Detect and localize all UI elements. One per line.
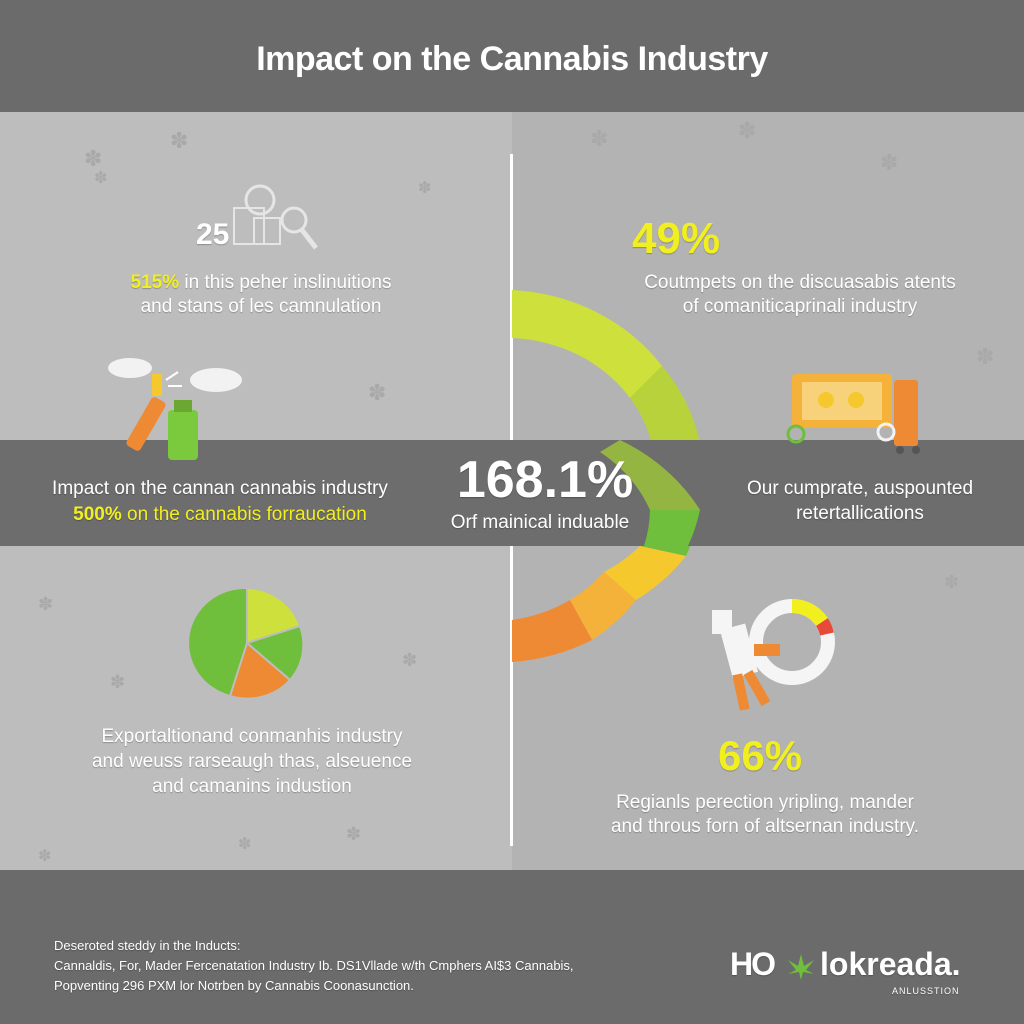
- cannabis-leaf-icon: ✽: [170, 128, 189, 153]
- cannabis-leaf-icon: ✽: [402, 650, 418, 670]
- cannabis-leaf-icon: ✽: [238, 836, 252, 853]
- cannabis-leaf-logo-icon: [788, 954, 814, 980]
- factory-machine-icon: [786, 374, 920, 454]
- cannabis-leaf-icon: ✽: [368, 380, 387, 405]
- cannabis-leaf-icon: ✽: [94, 170, 108, 187]
- center-divider-bottom: [510, 546, 513, 846]
- top-left-line2: and stans of les camnulation: [140, 296, 382, 317]
- logo-subtext: ANLUSSTION: [892, 986, 960, 996]
- top-left-number: 25: [196, 218, 230, 251]
- cannabis-leaf-icon: ✽: [418, 180, 432, 197]
- cannabis-leaf-icon: ✽: [880, 150, 899, 175]
- cannabis-leaf-icon: ✽: [590, 126, 609, 151]
- arc-segment-band-green: [644, 510, 700, 546]
- cannabis-leaf-icon: ✽: [346, 824, 362, 844]
- band-right-line1: Our cumprate, auspounted: [746, 478, 974, 499]
- arc-segment-lime: [512, 290, 662, 398]
- top-left-highlight: 515%: [130, 272, 180, 293]
- bottom-left-line3: and camanins industion: [152, 776, 352, 797]
- center-stat: 168.1%: [456, 451, 634, 509]
- footer-line3: Popventing 296 PXM lor Notrben by Cannab…: [54, 978, 414, 993]
- cannabis-leaf-icon: ✽: [84, 146, 103, 171]
- footer-line1: Deseroted steddy in the Inducts:: [54, 938, 241, 953]
- top-right-stat: 49%: [632, 214, 721, 263]
- header-bar: Impact on the Cannabis Industry: [0, 0, 1024, 112]
- cannabis-leaf-icon: ✽: [738, 118, 757, 143]
- arc-segment-band: [600, 440, 700, 510]
- magnifier-boxes-icon: [233, 184, 318, 250]
- logo-text-left: HO: [730, 946, 776, 982]
- page-title: Impact on the Cannabis Industry: [256, 40, 768, 78]
- top-right-line2: of comaniticaprinali industry: [682, 296, 918, 317]
- band-left-line2: 500% on the cannabis forraucation: [20, 504, 420, 526]
- donut-person-icon: [712, 598, 835, 711]
- top-left-line1: 515% in this peher inslinuitions: [96, 272, 426, 294]
- center-divider-top: [510, 154, 513, 440]
- logo-text-right: lokreada.: [820, 946, 961, 982]
- bottom-right-stat: 66%: [718, 732, 803, 779]
- band-right-line2: retertallications: [796, 503, 924, 524]
- band-left-line2-text: on the cannabis forraucation: [121, 504, 367, 525]
- footer-bar: [0, 870, 1024, 1024]
- arc-segment-yellow: [604, 546, 686, 600]
- arc-segment-amber: [570, 572, 636, 640]
- cannabis-leaf-icon: ✽: [110, 672, 126, 692]
- bottom-right-line2: and throus forn of altsernan industry.: [610, 816, 920, 837]
- center-caption: Orf mainical induable: [450, 512, 630, 533]
- cannabis-leaf-icon: ✽: [38, 594, 54, 614]
- cannabis-leaf-icon: ✽: [38, 848, 52, 865]
- top-right-line1: Coutmpets on the discuasabis atents: [644, 272, 956, 293]
- bottom-left-line1: Exportaltionand conmanhis industry: [101, 726, 403, 747]
- cleaning-spray-icon: [108, 358, 242, 460]
- band-left-highlight: 500%: [73, 504, 122, 525]
- cannabis-leaf-icon: ✽: [944, 572, 960, 592]
- cannabis-leaf-icon: ✽: [976, 344, 995, 369]
- bottom-right-line1: Regianls perection yripling, mander: [616, 792, 914, 813]
- bottom-left-line2: and weuss rarseaugh thas, alseuence: [91, 751, 413, 772]
- footer-line2: Cannaldis, For, Mader Fercenatation Indu…: [54, 958, 574, 973]
- top-left-line1-text: in this peher inslinuitions: [179, 272, 392, 293]
- band-left-line1: Impact on the cannan cannabis industry: [52, 478, 388, 499]
- arc-segment-orange: [512, 600, 592, 662]
- pie-chart-icon: [187, 586, 305, 700]
